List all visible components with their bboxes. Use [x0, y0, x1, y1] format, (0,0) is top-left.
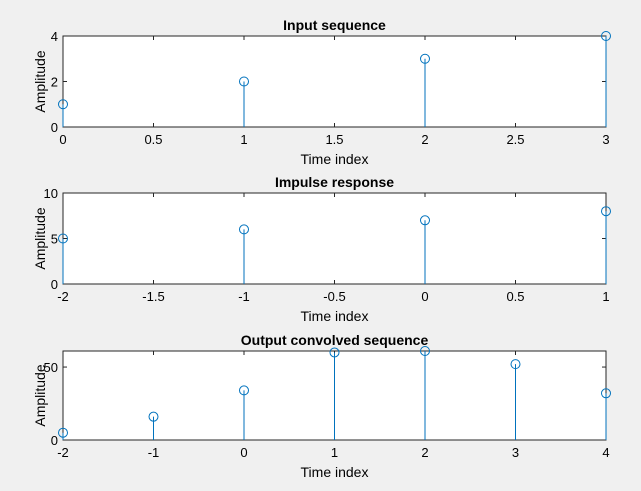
axes-box: [62, 35, 607, 128]
y-axis-label: Amplitude: [32, 364, 48, 426]
x-tick-label: 2: [421, 445, 428, 460]
stem-marker: [420, 53, 430, 64]
x-axis-label: Time index: [301, 308, 369, 324]
subplot-title: Input sequence: [283, 17, 386, 33]
stem-marker: [329, 347, 340, 358]
y-tick-label: 0: [51, 120, 58, 135]
stem-marker: [420, 215, 430, 226]
x-tick-label: 3: [602, 132, 609, 147]
subplot-1: 0 0.5 1 1.5 2 2.5 3 0 2 4 Input sequence Time index…: [32, 17, 611, 167]
stem-marker: [239, 224, 249, 235]
y-tick-label: 50: [44, 360, 58, 375]
y-tick-label: 10: [44, 186, 58, 201]
x-tick-label: 0: [421, 289, 428, 304]
y-axis-label: Amplitude: [32, 207, 48, 269]
x-tick-label: 0.5: [506, 289, 524, 304]
stem-marker: [239, 76, 249, 87]
x-tick-label: 1: [331, 445, 338, 460]
y-tick-label: 0: [51, 277, 58, 292]
x-tick-label: -1: [238, 289, 250, 304]
axes-box: [62, 192, 607, 285]
x-tick-label: 1: [240, 132, 247, 147]
x-tick-label: 3: [512, 445, 519, 460]
x-tick-label: -2: [57, 289, 69, 304]
x-tick-label: 1.5: [325, 132, 343, 147]
x-tick-label: 0: [59, 132, 66, 147]
x-tick-label: 0: [240, 445, 247, 460]
y-tick-label: 5: [51, 232, 58, 247]
y-tick-label: 4: [51, 29, 58, 44]
x-tick-label: -1: [148, 445, 160, 460]
x-axis-label: Time index: [301, 151, 369, 167]
stem-marker: [510, 359, 521, 370]
stem-marker: [601, 206, 611, 217]
stem-marker: [58, 233, 68, 244]
subplot-title: Output convolved sequence: [241, 332, 429, 348]
y-axis-label: Amplitude: [32, 50, 48, 112]
stem-marker: [239, 385, 249, 396]
subplot-title: Impulse response: [275, 174, 394, 190]
stem-marker: [58, 427, 68, 438]
stem-marker: [58, 99, 68, 110]
subplot-3: -2 -1 0 1 2 3 4 0 50 Output convolved sequence Tim…: [32, 332, 611, 480]
x-tick-label: 2: [421, 132, 428, 147]
y-tick-label: 0: [51, 433, 58, 448]
x-tick-label: 0.5: [144, 132, 162, 147]
stem-marker: [601, 388, 611, 399]
y-tick-label: 2: [51, 75, 58, 90]
x-tick-label: -1.5: [142, 289, 164, 304]
x-tick-label: 2.5: [506, 132, 524, 147]
stem-marker: [420, 346, 430, 356]
stem-marker: [148, 411, 159, 422]
x-axis-label: Time index: [301, 464, 369, 480]
x-tick-label: -2: [57, 445, 69, 460]
x-tick-label: -0.5: [323, 289, 345, 304]
x-tick-label: 4: [602, 445, 609, 460]
x-tick-label: 1: [602, 289, 609, 304]
stem-marker: [601, 31, 611, 41]
